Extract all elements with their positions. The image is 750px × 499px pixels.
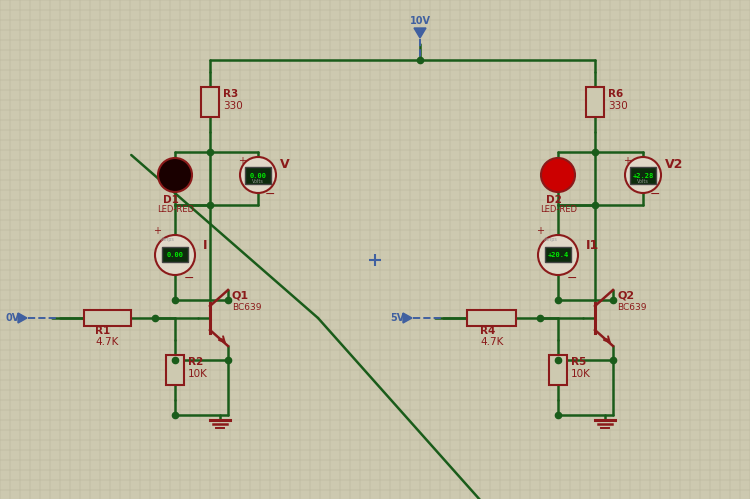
FancyBboxPatch shape xyxy=(84,310,131,326)
Text: 4.7K: 4.7K xyxy=(95,337,118,347)
Text: I: I xyxy=(203,239,208,251)
Text: 0.00: 0.00 xyxy=(166,252,184,258)
Text: −: − xyxy=(184,271,194,284)
Text: R5: R5 xyxy=(571,357,586,367)
Circle shape xyxy=(240,157,276,193)
Text: Volts: Volts xyxy=(252,179,264,184)
Text: +: + xyxy=(153,226,161,236)
Text: −: − xyxy=(567,271,578,284)
Text: D1: D1 xyxy=(163,195,178,205)
Text: Volts: Volts xyxy=(637,179,649,184)
Text: 4.7K: 4.7K xyxy=(480,337,503,347)
FancyBboxPatch shape xyxy=(549,355,567,385)
Circle shape xyxy=(538,235,578,275)
Text: LED-RED: LED-RED xyxy=(157,206,194,215)
FancyBboxPatch shape xyxy=(545,247,571,262)
FancyBboxPatch shape xyxy=(245,167,271,184)
Text: Q2: Q2 xyxy=(617,291,634,301)
Polygon shape xyxy=(414,28,426,38)
Text: R2: R2 xyxy=(188,357,203,367)
Text: 0.00: 0.00 xyxy=(250,173,266,179)
Text: +20.4: +20.4 xyxy=(548,252,568,258)
Polygon shape xyxy=(18,313,27,323)
FancyBboxPatch shape xyxy=(162,247,188,262)
Text: V: V xyxy=(280,159,290,172)
Text: +: + xyxy=(536,226,544,236)
Text: Amps: Amps xyxy=(161,238,175,243)
FancyBboxPatch shape xyxy=(467,310,516,326)
Text: −: − xyxy=(265,188,275,201)
Circle shape xyxy=(625,157,661,193)
Text: I1: I1 xyxy=(586,239,599,251)
Circle shape xyxy=(158,158,192,192)
Text: D2: D2 xyxy=(546,195,562,205)
Polygon shape xyxy=(403,313,412,323)
FancyBboxPatch shape xyxy=(166,355,184,385)
Text: 0V: 0V xyxy=(5,313,20,323)
FancyBboxPatch shape xyxy=(630,167,656,184)
Text: Amps: Amps xyxy=(544,238,558,243)
Text: 330: 330 xyxy=(608,101,628,111)
Text: +2.28: +2.28 xyxy=(632,173,653,179)
Text: 5V: 5V xyxy=(390,313,404,323)
Text: −: − xyxy=(650,188,660,201)
Text: BC639: BC639 xyxy=(232,302,262,311)
FancyBboxPatch shape xyxy=(201,87,219,117)
Text: 10K: 10K xyxy=(188,369,208,379)
Text: 330: 330 xyxy=(223,101,243,111)
Text: BC639: BC639 xyxy=(617,302,646,311)
Circle shape xyxy=(155,235,195,275)
Text: LED-RED: LED-RED xyxy=(540,206,577,215)
Text: +: + xyxy=(238,156,246,166)
Circle shape xyxy=(541,158,575,192)
Text: R3: R3 xyxy=(223,89,238,99)
Text: R1: R1 xyxy=(95,326,110,336)
Text: R4: R4 xyxy=(480,326,495,336)
FancyBboxPatch shape xyxy=(586,87,604,117)
Text: Q1: Q1 xyxy=(232,291,249,301)
Text: 10K: 10K xyxy=(571,369,591,379)
Text: +: + xyxy=(623,156,631,166)
Text: R6: R6 xyxy=(608,89,623,99)
Text: 10V: 10V xyxy=(410,16,430,26)
Text: V2: V2 xyxy=(665,159,683,172)
